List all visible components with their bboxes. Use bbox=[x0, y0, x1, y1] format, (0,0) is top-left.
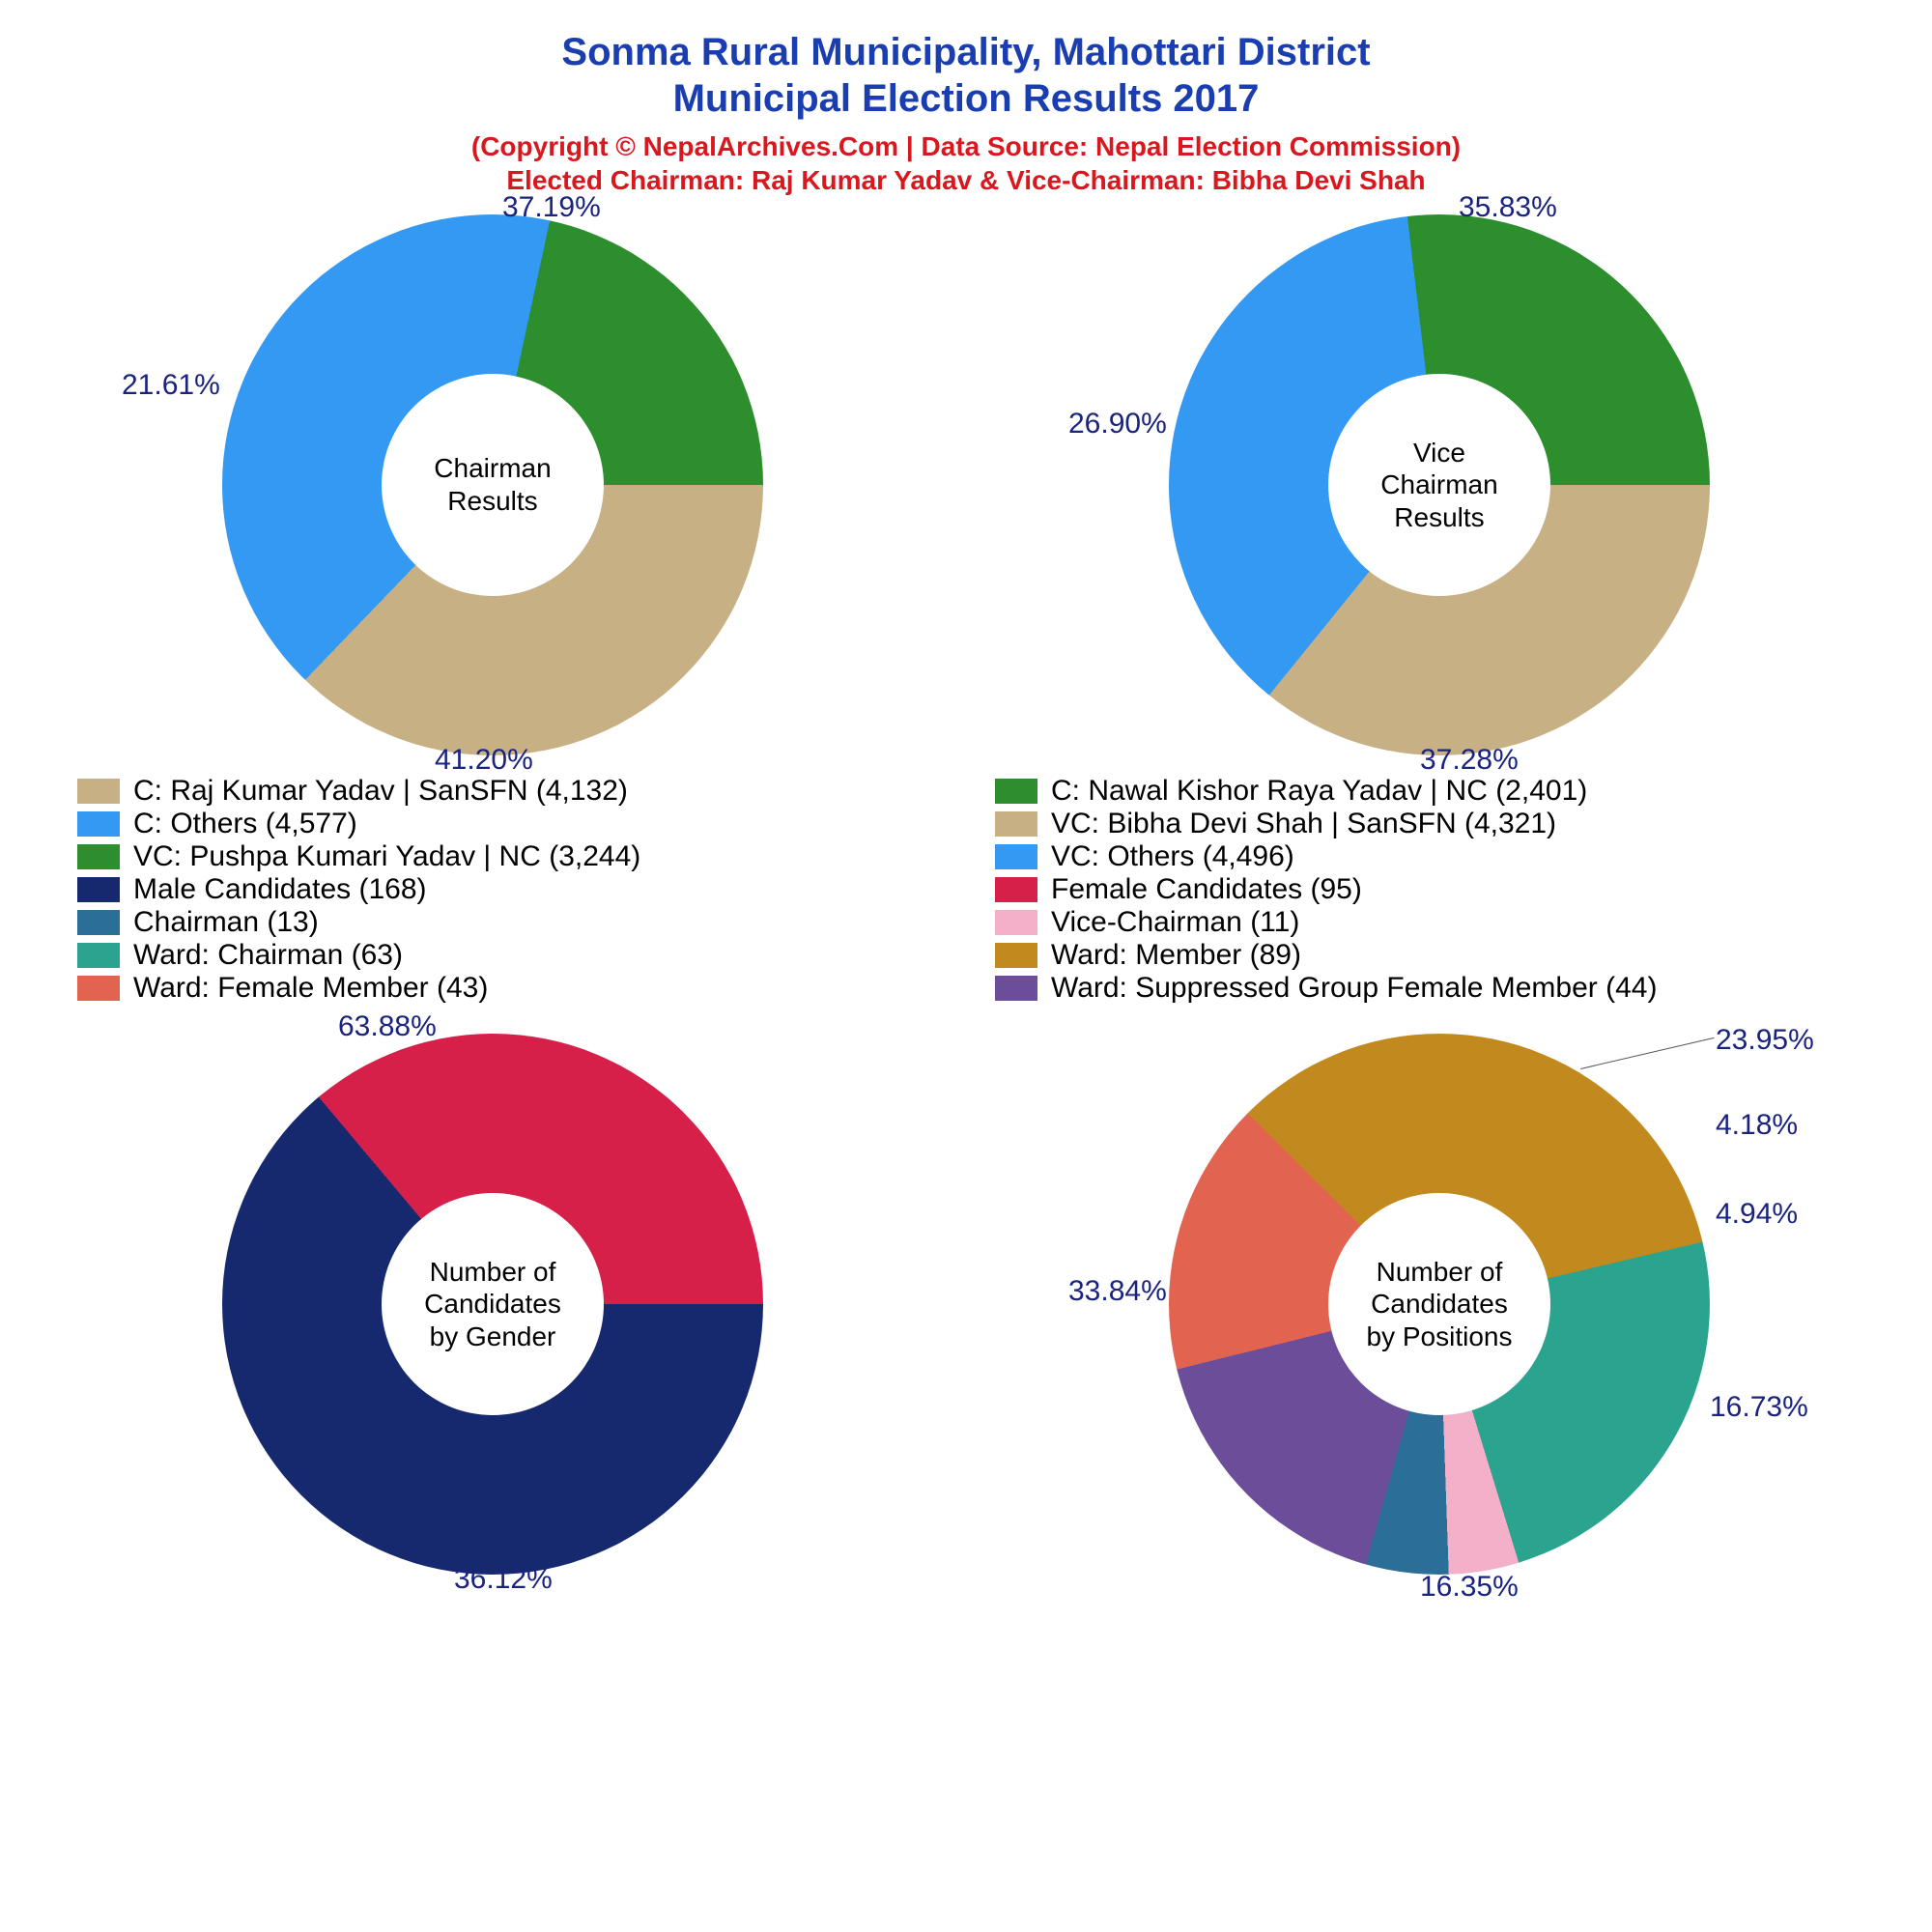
legend-item: Chairman (13) bbox=[77, 906, 937, 939]
legend-text: C: Others (4,577) bbox=[133, 808, 357, 840]
chairman-chart-cell: ChairmanResults37.19%41.20%21.61% bbox=[39, 214, 947, 755]
legend-left-col: C: Raj Kumar Yadav | SanSFN (4,132)C: Ot… bbox=[77, 775, 937, 1005]
legend-item: VC: Bibha Devi Shah | SanSFN (4,321) bbox=[995, 808, 1855, 840]
vicechair-pct-label: 26.90% bbox=[1068, 408, 1167, 440]
legend-text: VC: Bibha Devi Shah | SanSFN (4,321) bbox=[1051, 808, 1556, 840]
vicechair-chart-cell: ViceChairmanResults35.83%37.28%26.90% bbox=[985, 214, 1893, 755]
legend-swatch bbox=[77, 844, 120, 869]
legend-text: Ward: Suppressed Group Female Member (44… bbox=[1051, 972, 1657, 1005]
chairman-pct-label: 37.19% bbox=[502, 191, 601, 224]
legend-swatch bbox=[77, 877, 120, 902]
chairman-donut: ChairmanResults37.19%41.20%21.61% bbox=[222, 214, 763, 755]
vicechair-pct-label: 37.28% bbox=[1420, 744, 1519, 777]
legend-item: VC: Others (4,496) bbox=[995, 840, 1855, 873]
legend-swatch bbox=[995, 910, 1037, 935]
subtitle-line2: Elected Chairman: Raj Kumar Yadav & Vice… bbox=[506, 165, 1425, 195]
legend-text: Vice-Chairman (11) bbox=[1051, 906, 1299, 939]
positions-pct-label: 33.84% bbox=[1068, 1275, 1167, 1308]
legend-text: Male Candidates (168) bbox=[133, 873, 427, 906]
page-subtitle: (Copyright © NepalArchives.Com | Data So… bbox=[39, 129, 1893, 197]
title-line1: Sonma Rural Municipality, Mahottari Dist… bbox=[561, 31, 1370, 73]
chairman-pct-label: 41.20% bbox=[435, 744, 533, 777]
legend-swatch bbox=[77, 779, 120, 804]
legend: C: Raj Kumar Yadav | SanSFN (4,132)C: Ot… bbox=[39, 765, 1893, 1024]
legend-swatch bbox=[995, 844, 1037, 869]
legend-text: Ward: Chairman (63) bbox=[133, 939, 403, 972]
legend-item: Ward: Chairman (63) bbox=[77, 939, 937, 972]
gender-donut: Number ofCandidatesby Gender63.88%36.12% bbox=[222, 1034, 763, 1575]
legend-text: Chairman (13) bbox=[133, 906, 319, 939]
legend-swatch bbox=[995, 779, 1037, 804]
positions-pct-label: 16.73% bbox=[1710, 1391, 1808, 1424]
legend-item: C: Others (4,577) bbox=[77, 808, 937, 840]
chart-grid: ChairmanResults37.19%41.20%21.61% ViceCh… bbox=[39, 214, 1893, 1575]
legend-text: VC: Others (4,496) bbox=[1051, 840, 1294, 873]
vicechair-pct-label: 35.83% bbox=[1459, 191, 1557, 224]
legend-item: Male Candidates (168) bbox=[77, 873, 937, 906]
legend-swatch bbox=[77, 976, 120, 1001]
legend-right-col: C: Nawal Kishor Raya Yadav | NC (2,401)V… bbox=[995, 775, 1855, 1005]
legend-text: C: Raj Kumar Yadav | SanSFN (4,132) bbox=[133, 775, 628, 808]
legend-item: Vice-Chairman (11) bbox=[995, 906, 1855, 939]
legend-item: C: Nawal Kishor Raya Yadav | NC (2,401) bbox=[995, 775, 1855, 808]
leader-line bbox=[1580, 1037, 1714, 1069]
legend-swatch bbox=[77, 943, 120, 968]
positions-pct-label: 16.35% bbox=[1420, 1571, 1519, 1604]
chairman-pct-label: 21.61% bbox=[122, 369, 220, 402]
legend-text: VC: Pushpa Kumari Yadav | NC (3,244) bbox=[133, 840, 640, 873]
legend-item: VC: Pushpa Kumari Yadav | NC (3,244) bbox=[77, 840, 937, 873]
legend-text: Ward: Female Member (43) bbox=[133, 972, 488, 1005]
legend-text: C: Nawal Kishor Raya Yadav | NC (2,401) bbox=[1051, 775, 1587, 808]
positions-pct-label: 23.95% bbox=[1716, 1024, 1814, 1057]
vicechair-center-label: ViceChairmanResults bbox=[1328, 374, 1550, 596]
legend-item: Ward: Female Member (43) bbox=[77, 972, 937, 1005]
positions-pct-label: 4.94% bbox=[1716, 1198, 1798, 1231]
positions-pct-label: 4.18% bbox=[1716, 1109, 1798, 1142]
vicechair-donut: ViceChairmanResults35.83%37.28%26.90% bbox=[1169, 214, 1710, 755]
gender-pct-label: 36.12% bbox=[454, 1563, 553, 1596]
legend-text: Female Candidates (95) bbox=[1051, 873, 1362, 906]
page-title: Sonma Rural Municipality, Mahottari Dist… bbox=[39, 29, 1893, 122]
positions-chart-cell: Number ofCandidatesby Positions 4.94% 16.7… bbox=[985, 1034, 1893, 1575]
legend-swatch bbox=[995, 976, 1037, 1001]
positions-center-label: Number ofCandidatesby Positions bbox=[1328, 1193, 1550, 1415]
legend-swatch bbox=[995, 811, 1037, 837]
positions-donut: Number ofCandidatesby Positions4.94%16.7… bbox=[1169, 1034, 1710, 1575]
legend-swatch bbox=[77, 910, 120, 935]
legend-item: Female Candidates (95) bbox=[995, 873, 1855, 906]
legend-item: Ward: Member (89) bbox=[995, 939, 1855, 972]
subtitle-line1: (Copyright © NepalArchives.Com | Data So… bbox=[471, 131, 1461, 161]
legend-item: Ward: Suppressed Group Female Member (44… bbox=[995, 972, 1855, 1005]
legend-swatch bbox=[77, 811, 120, 837]
legend-swatch bbox=[995, 877, 1037, 902]
title-line2: Municipal Election Results 2017 bbox=[673, 77, 1260, 120]
legend-swatch bbox=[995, 943, 1037, 968]
gender-center-label: Number ofCandidatesby Gender bbox=[382, 1193, 604, 1415]
legend-text: Ward: Member (89) bbox=[1051, 939, 1301, 972]
chairman-center-label: ChairmanResults bbox=[382, 374, 604, 596]
gender-chart-cell: Number ofCandidatesby Gender63.88%36.12% bbox=[39, 1034, 947, 1575]
gender-pct-label: 63.88% bbox=[338, 1010, 437, 1043]
legend-item: C: Raj Kumar Yadav | SanSFN (4,132) bbox=[77, 775, 937, 808]
